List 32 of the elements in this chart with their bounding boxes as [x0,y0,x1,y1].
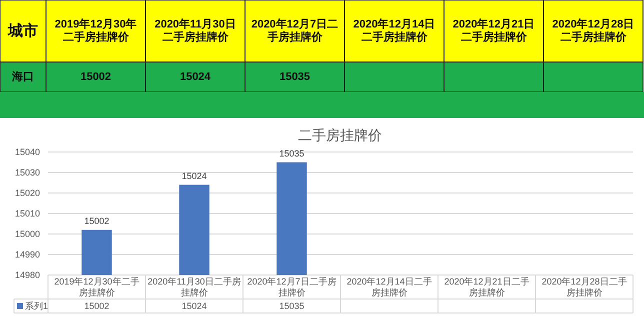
x-tick-label: 2020年12月14日二手房挂牌价 [346,276,432,298]
text: 15035 [279,301,304,311]
text: 城市 [8,22,38,40]
y-tick-label: 15040 [14,147,40,157]
text: 15035 [279,71,310,83]
y-tick-label: 15030 [14,168,40,178]
x-tick-label: 2020年12月7日二手房挂牌价 [247,276,336,298]
category-label: 2020年11月30日二手房挂牌价 [154,18,236,44]
category-label: 2019年12月30年二手房挂牌价 [54,18,137,44]
category-label: 2020年12月14日二手房挂牌价 [353,18,436,44]
y-tick-label: 15020 [14,188,40,198]
y-tick-label: 14990 [14,250,40,260]
text: 15024 [180,71,211,83]
data-label: 15035 [279,148,304,158]
x-tick-label: 2020年11月30日二手房挂牌价 [148,276,241,298]
category-label: 2020年12月28日二手房挂牌价 [552,18,634,44]
x-tick-label: 2020年12月28日二手房挂牌价 [542,276,627,298]
text: 15002 [84,301,110,311]
y-tick-label: 14980 [14,270,40,280]
text: 15002 [80,71,112,83]
category-label: 2020年12月7日二手房挂牌价 [251,18,338,44]
x-tick-label: 2020年12月21日二手房挂牌价 [444,276,530,298]
text: 15024 [182,301,207,311]
legend-label: 系列1 [25,301,48,311]
y-tick-label: 15000 [14,229,40,239]
x-tick-label: 2019年12月30年二手房挂牌价 [54,276,140,298]
y-tick-label: 15010 [14,208,40,218]
data-label: 15024 [182,170,207,181]
chart-title: 二手房挂牌价 [298,127,382,143]
data-label: 15002 [84,216,110,226]
category-label: 海口 [12,71,34,83]
category-label: 2020年12月21日二手房挂牌价 [452,18,535,44]
